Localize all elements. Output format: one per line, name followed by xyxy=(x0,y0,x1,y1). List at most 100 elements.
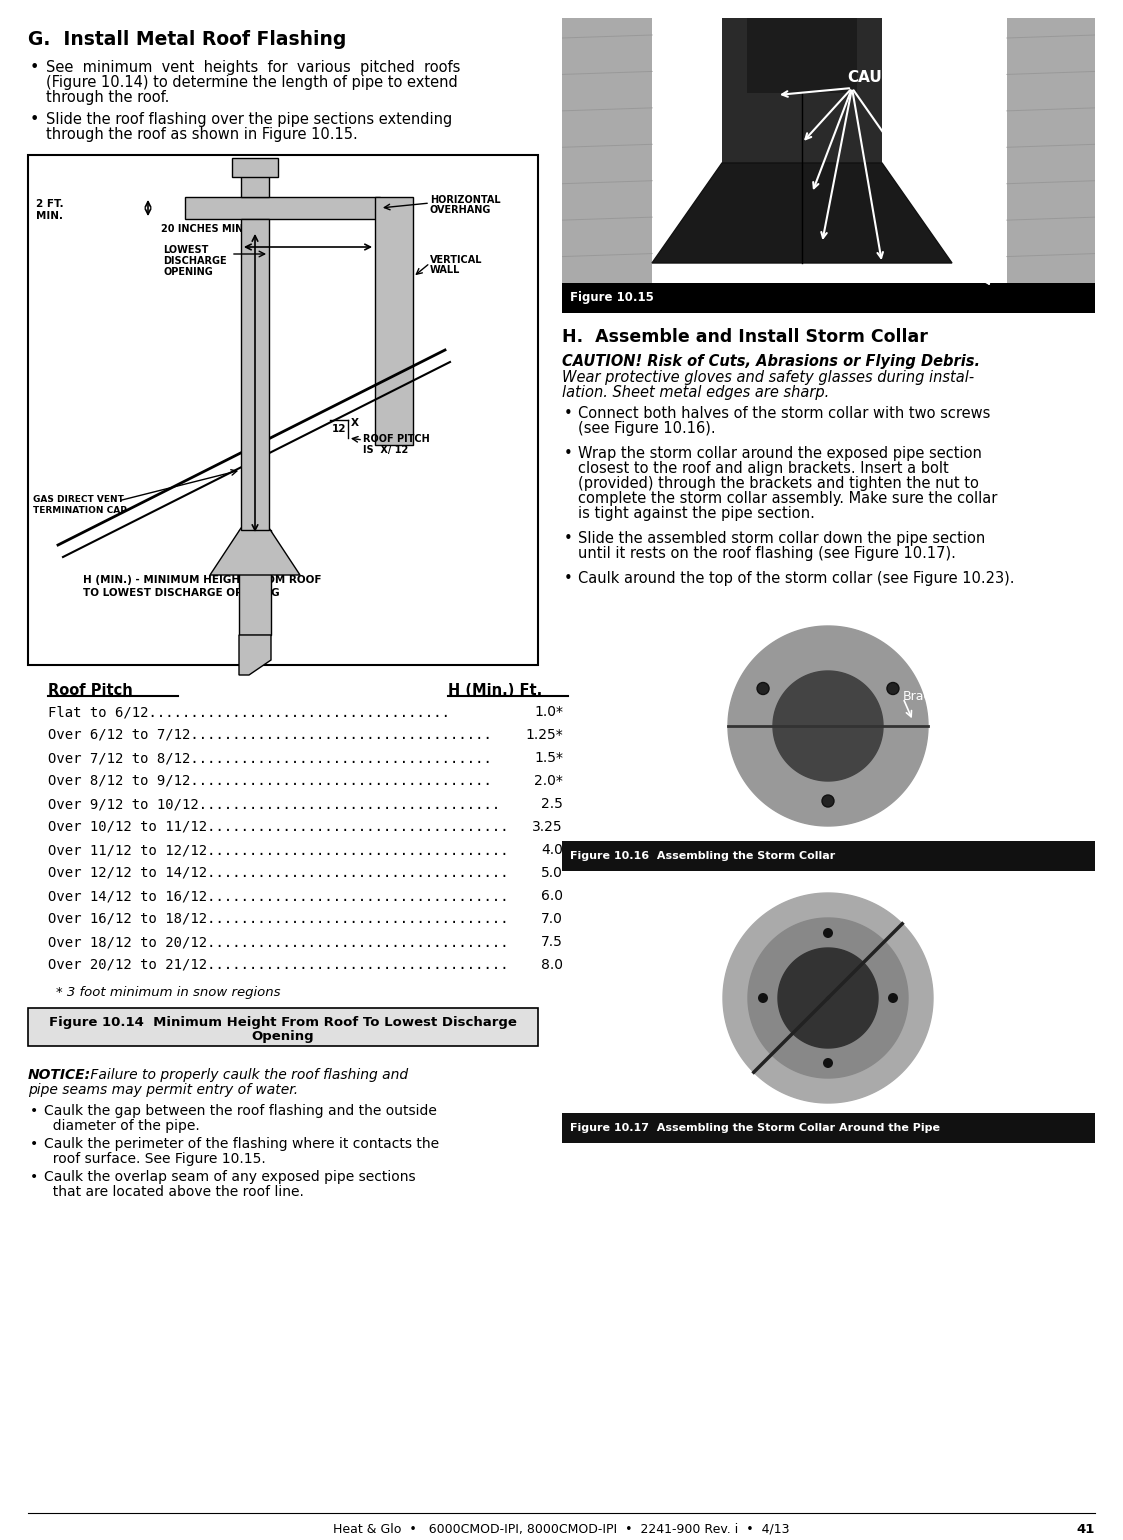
Text: Slide the roof flashing over the pipe sections extending: Slide the roof flashing over the pipe se… xyxy=(46,112,453,126)
Text: NOTICE:: NOTICE: xyxy=(28,1069,91,1083)
Text: •: • xyxy=(564,531,573,547)
Text: Connect both halves of the storm collar with two screws: Connect both halves of the storm collar … xyxy=(578,407,990,420)
Text: CAULK: CAULK xyxy=(847,71,903,86)
Text: 7.5: 7.5 xyxy=(541,935,563,949)
Text: 1.0*: 1.0* xyxy=(535,705,563,719)
Text: See  minimum  vent  heights  for  various  pitched  roofs: See minimum vent heights for various pit… xyxy=(46,60,460,75)
Text: •: • xyxy=(564,447,573,460)
Text: G.  Install Metal Roof Flashing: G. Install Metal Roof Flashing xyxy=(28,29,346,49)
Text: * 3 foot minimum in snow regions: * 3 foot minimum in snow regions xyxy=(56,986,281,999)
Text: CAUTION! Risk of Cuts, Abrasions or Flying Debris.: CAUTION! Risk of Cuts, Abrasions or Flyi… xyxy=(562,354,980,370)
Text: Figure 10.17  Assembling the Storm Collar Around the Pipe: Figure 10.17 Assembling the Storm Collar… xyxy=(570,1123,940,1133)
Bar xyxy=(239,530,271,634)
Text: Over 20/12 to 21/12....................................: Over 20/12 to 21/12.....................… xyxy=(48,958,509,972)
Text: TERMINATION CAP: TERMINATION CAP xyxy=(33,507,127,514)
Text: •: • xyxy=(30,1170,38,1184)
Text: Figure 10.16  Assembling the Storm Collar: Figure 10.16 Assembling the Storm Collar xyxy=(570,852,836,861)
Bar xyxy=(562,18,652,313)
Polygon shape xyxy=(778,949,878,1049)
Circle shape xyxy=(823,929,833,938)
Text: 1.5*: 1.5* xyxy=(535,752,563,765)
Text: •: • xyxy=(30,1104,38,1118)
Text: 41: 41 xyxy=(1077,1523,1095,1535)
Bar xyxy=(241,219,270,530)
Text: roof surface. See Figure 10.15.: roof surface. See Figure 10.15. xyxy=(44,1152,266,1166)
Text: Wear protective gloves and safety glasses during instal-: Wear protective gloves and safety glasse… xyxy=(562,370,974,385)
Text: 3.25: 3.25 xyxy=(532,819,563,835)
Text: •: • xyxy=(564,571,573,587)
Text: Heat & Glo  •   6000CMOD-IPI, 8000CMOD-IPI  •  2241-900 Rev. i  •  4/13: Heat & Glo • 6000CMOD-IPI, 8000CMOD-IPI … xyxy=(332,1523,789,1535)
Bar xyxy=(722,18,882,163)
Text: Caulk the gap between the roof flashing and the outside: Caulk the gap between the roof flashing … xyxy=(44,1104,437,1118)
Text: Over 14/12 to 16/12....................................: Over 14/12 to 16/12.....................… xyxy=(48,889,509,902)
Text: through the roof.: through the roof. xyxy=(46,89,170,105)
Circle shape xyxy=(757,682,769,695)
Polygon shape xyxy=(728,625,928,825)
Text: Over 6/12 to 7/12....................................: Over 6/12 to 7/12.......................… xyxy=(48,728,492,742)
Text: GAS DIRECT VENT: GAS DIRECT VENT xyxy=(33,494,124,504)
Bar xyxy=(241,163,270,197)
Text: 8.0: 8.0 xyxy=(541,958,563,972)
Text: Figure 10.15: Figure 10.15 xyxy=(570,291,654,305)
Text: Over 8/12 to 9/12....................................: Over 8/12 to 9/12.......................… xyxy=(48,775,492,788)
Text: Failure to properly caulk the roof flashing and: Failure to properly caulk the roof flash… xyxy=(86,1069,408,1083)
Text: •: • xyxy=(30,1137,38,1150)
Text: (see Figure 10.16).: (see Figure 10.16). xyxy=(578,420,715,436)
Text: pipe seams may permit entry of water.: pipe seams may permit entry of water. xyxy=(28,1083,298,1096)
Text: IS  X/ 12: IS X/ 12 xyxy=(363,445,409,454)
Text: Over 10/12 to 11/12....................................: Over 10/12 to 11/12.....................… xyxy=(48,819,509,835)
Text: WALL: WALL xyxy=(430,265,460,276)
Circle shape xyxy=(758,993,768,1003)
Text: 2.0*: 2.0* xyxy=(535,775,563,788)
Bar xyxy=(747,18,857,92)
Text: •: • xyxy=(30,112,39,126)
Text: Brackets: Brackets xyxy=(903,690,958,702)
Text: Over 9/12 to 10/12....................................: Over 9/12 to 10/12......................… xyxy=(48,798,500,812)
Text: 1.25*: 1.25* xyxy=(526,728,563,742)
Bar xyxy=(28,1009,538,1046)
Text: 5.0: 5.0 xyxy=(541,865,563,879)
Polygon shape xyxy=(239,634,271,675)
Polygon shape xyxy=(723,893,933,1103)
Bar xyxy=(185,197,380,219)
Bar xyxy=(1007,18,1095,313)
Polygon shape xyxy=(773,671,883,781)
Text: H (MIN.) - MINIMUM HEIGHT FROM ROOF: H (MIN.) - MINIMUM HEIGHT FROM ROOF xyxy=(83,574,321,585)
Polygon shape xyxy=(210,528,300,574)
Text: Figure 10.14  Minimum Height From Roof To Lowest Discharge: Figure 10.14 Minimum Height From Roof To… xyxy=(49,1016,517,1029)
Text: OVERHANG: OVERHANG xyxy=(430,205,492,216)
Circle shape xyxy=(888,993,898,1003)
Text: Caulk the perimeter of the flashing where it contacts the: Caulk the perimeter of the flashing wher… xyxy=(44,1137,439,1150)
Text: (Figure 10.14) to determine the length of pipe to extend: (Figure 10.14) to determine the length o… xyxy=(46,75,458,89)
Circle shape xyxy=(887,682,898,695)
Text: 2.5: 2.5 xyxy=(541,798,563,812)
Text: Flat to 6/12....................................: Flat to 6/12............................… xyxy=(48,705,450,719)
Text: Over 18/12 to 20/12....................................: Over 18/12 to 20/12.....................… xyxy=(48,935,509,949)
Text: 4.0: 4.0 xyxy=(541,842,563,856)
Text: Opening: Opening xyxy=(252,1030,314,1043)
Text: diameter of the pipe.: diameter of the pipe. xyxy=(44,1120,200,1133)
Text: MIN.: MIN. xyxy=(36,211,63,222)
Text: H (Min.) Ft.: H (Min.) Ft. xyxy=(448,684,542,698)
Circle shape xyxy=(822,795,834,807)
Text: Over 11/12 to 12/12....................................: Over 11/12 to 12/12.....................… xyxy=(48,842,509,856)
Text: HORIZONTAL: HORIZONTAL xyxy=(430,196,501,205)
Text: DISCHARGE: DISCHARGE xyxy=(163,256,227,266)
Text: Slide the assembled storm collar down the pipe section: Slide the assembled storm collar down th… xyxy=(578,531,985,547)
Text: OPENING: OPENING xyxy=(163,266,212,277)
Text: Roof Pitch: Roof Pitch xyxy=(48,684,133,698)
Text: Caulk the overlap seam of any exposed pipe sections: Caulk the overlap seam of any exposed pi… xyxy=(44,1170,416,1184)
Text: TO LOWEST DISCHARGE OPENING: TO LOWEST DISCHARGE OPENING xyxy=(83,588,280,598)
Text: VERTICAL: VERTICAL xyxy=(430,256,483,265)
Text: that are located above the roof line.: that are located above the roof line. xyxy=(44,1184,304,1200)
Text: is tight against the pipe section.: is tight against the pipe section. xyxy=(578,507,815,521)
Text: until it rests on the roof flashing (see Figure 10.17).: until it rests on the roof flashing (see… xyxy=(578,547,956,561)
Text: H.  Assemble and Install Storm Collar: H. Assemble and Install Storm Collar xyxy=(562,328,928,346)
Text: lation. Sheet metal edges are sharp.: lation. Sheet metal edges are sharp. xyxy=(562,385,829,400)
Text: 6.0: 6.0 xyxy=(541,889,563,902)
Text: Over 16/12 to 18/12....................................: Over 16/12 to 18/12.....................… xyxy=(48,912,509,926)
Text: 2 FT.: 2 FT. xyxy=(36,199,64,209)
Text: closest to the roof and align brackets. Insert a bolt: closest to the roof and align brackets. … xyxy=(578,460,949,476)
Bar xyxy=(562,841,1095,872)
Bar xyxy=(562,1113,1095,1143)
